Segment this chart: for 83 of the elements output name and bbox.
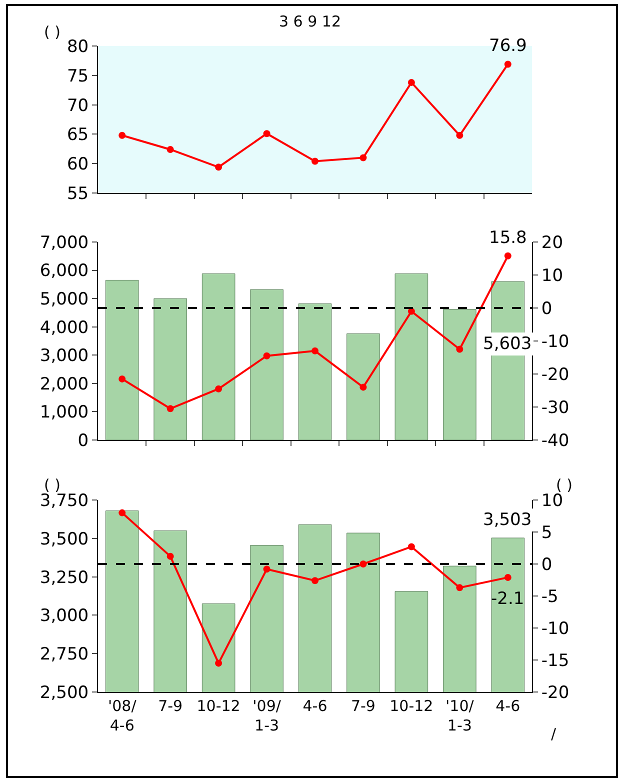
point [166, 405, 174, 412]
point [456, 132, 464, 139]
x-tick-label: 10-12 [196, 697, 240, 715]
x-tick-label: 7-9 [350, 697, 376, 715]
point [118, 509, 126, 516]
point [456, 346, 464, 353]
data-label: 5,603 [483, 334, 532, 354]
y-tick-label: 80 [66, 36, 89, 57]
y-tick-label: 75 [66, 66, 89, 86]
point [456, 584, 464, 592]
y2-tick-label: -5 [541, 586, 558, 607]
data-label: -2.1 [491, 589, 524, 609]
point [504, 574, 512, 581]
y-tick-label: 7,000 [40, 232, 89, 253]
y-tick-label: 3,250 [40, 568, 89, 588]
data-label: 3,503 [483, 510, 532, 530]
point [215, 164, 222, 171]
y-tick-label: 3,000 [40, 346, 89, 366]
bar [443, 309, 476, 440]
y2-tick-label: -20 [541, 364, 570, 385]
point [215, 660, 222, 667]
x-tick-label: 7-9 [158, 697, 183, 715]
y-tick-label: 5,000 [40, 290, 89, 310]
y-tick-label: 70 [66, 96, 89, 116]
bar [394, 273, 428, 440]
y2-tick-label: 5 [541, 522, 552, 543]
point [215, 385, 222, 392]
point [263, 352, 270, 360]
x-tick-label: '08/ 4-6 [108, 697, 138, 734]
y-tick-label: 2,750 [40, 644, 89, 665]
y-tick-label: 3,500 [40, 529, 89, 550]
y2-tick-label: 0 [541, 554, 552, 575]
point [312, 347, 318, 354]
y2-tick-label: -40 [541, 430, 570, 451]
y-tick-label: 1,000 [40, 402, 89, 423]
y-tick-label: 2,500 [40, 682, 89, 703]
bar [250, 289, 284, 440]
point [408, 543, 415, 550]
y2-tick-label: -10 [541, 618, 570, 639]
point [504, 60, 512, 68]
y2-tick-label: 10 [541, 266, 564, 286]
point [263, 566, 270, 573]
y2-tick-label: -15 [541, 650, 570, 671]
chart-title: 3 6 9 12 [278, 12, 342, 30]
x-tick-label: 4-6 [302, 697, 328, 715]
bar [346, 333, 380, 440]
y-tick-label: 55 [66, 184, 89, 204]
y-tick-label: 4,000 [40, 318, 89, 338]
y-tick-label: 60 [66, 154, 89, 175]
point [166, 146, 174, 153]
data-label: 15.8 [489, 228, 527, 248]
bar [298, 303, 332, 440]
data-label: 76.9 [489, 36, 527, 56]
y-tick-label: 65 [66, 125, 89, 146]
point [263, 130, 270, 138]
point [312, 158, 318, 165]
point [118, 132, 126, 139]
y2-tick-label: -10 [541, 332, 570, 352]
y-tick-label: 2,000 [40, 374, 89, 394]
y2-tick-label: 20 [541, 232, 564, 253]
point [360, 560, 367, 568]
y2-tick-label: -20 [541, 682, 570, 703]
y-tick-label: 0 [78, 430, 89, 451]
bar [154, 298, 187, 440]
point [166, 552, 174, 560]
point [504, 252, 512, 260]
y-axis-title: ( ) [44, 23, 60, 41]
point [312, 577, 318, 584]
y-tick-label: 6,000 [40, 261, 89, 282]
bar [202, 273, 236, 440]
x-tick-label: '10/ 1-3 [446, 697, 475, 734]
point [118, 375, 126, 382]
y2-tick-label: 0 [541, 298, 552, 319]
x-tick-label: 10-12 [390, 697, 434, 715]
point [360, 154, 367, 162]
y-tick-label: 3,000 [40, 606, 89, 626]
point [408, 78, 415, 86]
x-tick-label: '09/ 1-3 [252, 697, 282, 734]
x-tick-label: 4-6 [496, 697, 520, 715]
text: / [551, 725, 557, 743]
point [360, 384, 367, 391]
y2-tick-label: -30 [541, 398, 570, 418]
bar [105, 280, 139, 440]
